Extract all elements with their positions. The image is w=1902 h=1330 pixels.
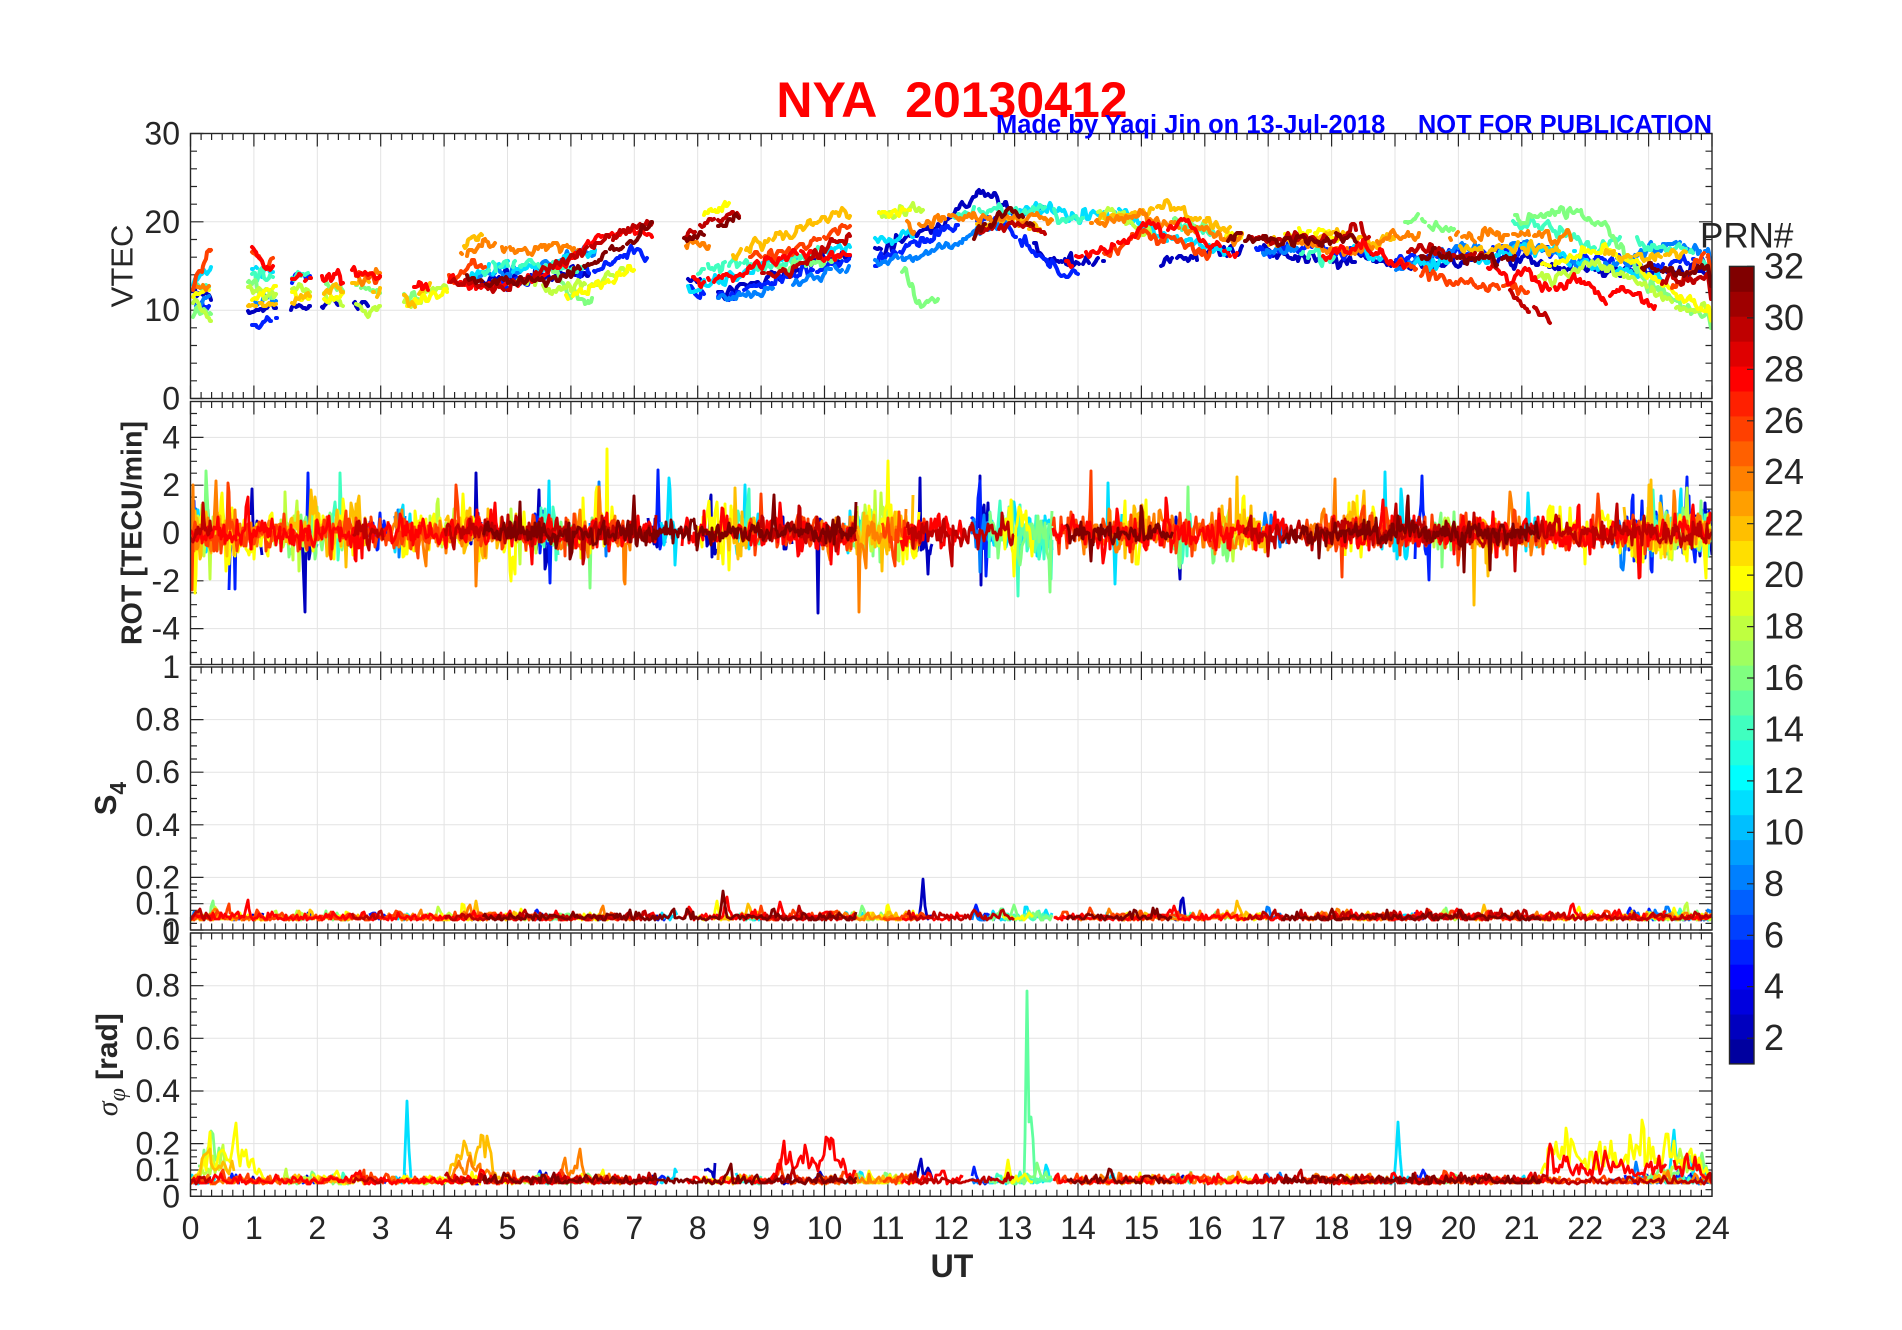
svg-text:8: 8 xyxy=(689,1210,707,1246)
svg-text:Made by Yaqi Jin on 13-Jul-201: Made by Yaqi Jin on 13-Jul-2018 xyxy=(996,111,1385,139)
svg-text:0.1: 0.1 xyxy=(136,1152,180,1188)
svg-text:0: 0 xyxy=(182,1210,200,1246)
svg-text:10: 10 xyxy=(1764,811,1804,852)
svg-text:15: 15 xyxy=(1124,1210,1160,1246)
svg-text:4: 4 xyxy=(162,419,180,455)
svg-text:VTEC: VTEC xyxy=(105,225,140,308)
svg-text:16: 16 xyxy=(1764,657,1804,698)
svg-text:0.6: 0.6 xyxy=(136,754,180,790)
svg-text:23: 23 xyxy=(1631,1210,1667,1246)
svg-text:0.1: 0.1 xyxy=(136,886,180,922)
svg-text:20: 20 xyxy=(1764,554,1804,595)
svg-text:0.8: 0.8 xyxy=(136,968,180,1004)
svg-text:28: 28 xyxy=(1764,348,1804,389)
svg-text:30: 30 xyxy=(144,116,180,152)
svg-text:0: 0 xyxy=(162,515,180,551)
svg-text:2: 2 xyxy=(162,467,180,503)
svg-text:0.8: 0.8 xyxy=(136,702,180,738)
svg-text:0: 0 xyxy=(162,1178,180,1214)
svg-text:12: 12 xyxy=(1764,760,1804,801)
svg-text:0.2: 0.2 xyxy=(136,859,180,895)
svg-text:0.6: 0.6 xyxy=(136,1020,180,1056)
svg-text:UT: UT xyxy=(931,1248,974,1284)
svg-text:1: 1 xyxy=(162,915,180,951)
svg-text:4: 4 xyxy=(435,1210,453,1246)
svg-text:22: 22 xyxy=(1567,1210,1603,1246)
svg-text:19: 19 xyxy=(1377,1210,1413,1246)
svg-text:NOT FOR PUBLICATION: NOT FOR PUBLICATION xyxy=(1418,111,1712,139)
svg-text:NYA 20130412: NYA 20130412 xyxy=(776,72,1127,128)
svg-text:8: 8 xyxy=(1764,863,1784,904)
svg-text:-2: -2 xyxy=(152,563,180,599)
svg-text:20: 20 xyxy=(144,204,180,240)
svg-text:S4: S4 xyxy=(88,782,131,816)
svg-text:9: 9 xyxy=(752,1210,770,1246)
svg-text:13: 13 xyxy=(997,1210,1033,1246)
svg-text:0.4: 0.4 xyxy=(136,807,180,843)
svg-text:2: 2 xyxy=(308,1210,326,1246)
svg-text:10: 10 xyxy=(144,292,180,328)
svg-text:PRN#: PRN# xyxy=(1700,217,1794,256)
svg-text:18: 18 xyxy=(1764,606,1804,647)
svg-text:6: 6 xyxy=(1764,914,1784,955)
svg-text:ROT [TECU/min]: ROT [TECU/min] xyxy=(117,421,149,645)
svg-text:20: 20 xyxy=(1441,1210,1477,1246)
svg-text:30: 30 xyxy=(1764,297,1804,338)
svg-text:24: 24 xyxy=(1694,1210,1730,1246)
svg-text:18: 18 xyxy=(1314,1210,1350,1246)
svg-text:24: 24 xyxy=(1764,451,1804,492)
svg-text:3: 3 xyxy=(372,1210,390,1246)
svg-text:32: 32 xyxy=(1764,245,1804,286)
svg-text:σφ [rad]: σφ [rad] xyxy=(91,1013,131,1116)
svg-text:6: 6 xyxy=(562,1210,580,1246)
svg-text:22: 22 xyxy=(1764,503,1804,544)
svg-text:0.4: 0.4 xyxy=(136,1073,180,1109)
svg-text:11: 11 xyxy=(871,1210,904,1246)
svg-text:0: 0 xyxy=(162,381,180,417)
svg-text:21: 21 xyxy=(1504,1210,1540,1246)
svg-text:2: 2 xyxy=(1764,1017,1784,1058)
svg-text:4: 4 xyxy=(1764,966,1784,1007)
svg-text:-4: -4 xyxy=(152,611,180,647)
svg-text:10: 10 xyxy=(807,1210,843,1246)
svg-text:1: 1 xyxy=(162,649,180,685)
svg-text:16: 16 xyxy=(1187,1210,1223,1246)
svg-text:12: 12 xyxy=(933,1210,969,1246)
svg-text:7: 7 xyxy=(625,1210,643,1246)
svg-text:1: 1 xyxy=(245,1210,263,1246)
svg-text:26: 26 xyxy=(1764,400,1804,441)
svg-text:14: 14 xyxy=(1060,1210,1096,1246)
svg-text:14: 14 xyxy=(1764,709,1804,750)
svg-text:5: 5 xyxy=(499,1210,517,1246)
svg-text:17: 17 xyxy=(1250,1210,1286,1246)
svg-text:0.2: 0.2 xyxy=(136,1126,180,1162)
svg-text:0: 0 xyxy=(162,912,180,948)
